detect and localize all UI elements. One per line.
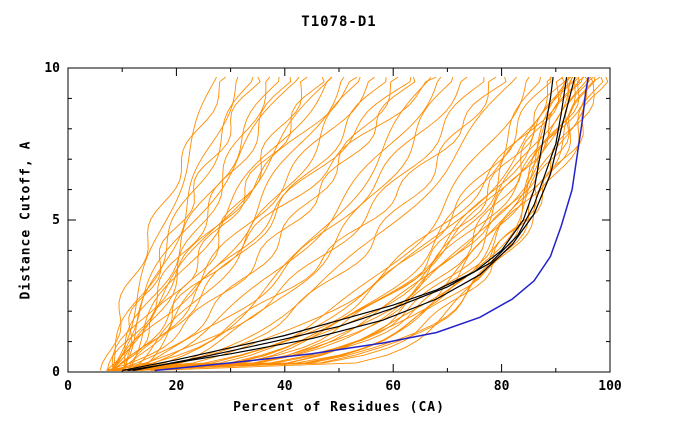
ensemble-curve: [124, 76, 594, 371]
x-tick-label: 20: [169, 379, 185, 394]
ensemble-curve: [106, 76, 416, 371]
ensemble-curve: [112, 77, 387, 371]
ensemble-curve: [111, 76, 217, 371]
highlighted-model-blue-curve: [154, 76, 590, 372]
ensemble-curve: [111, 76, 507, 371]
ensemble-curve: [106, 77, 485, 371]
ensemble-curve: [123, 76, 442, 371]
y-tick-label: 10: [44, 61, 60, 76]
ensemble-curve: [118, 76, 572, 371]
ensemble-curve: [114, 76, 399, 371]
ensemble-curve: [119, 76, 308, 371]
chart-title: T1078-D1: [301, 14, 377, 30]
y-tick-label: 5: [52, 213, 60, 228]
ensemble-curve: [123, 76, 517, 371]
ensemble-curve: [111, 76, 358, 371]
x-axis-label: Percent of Residues (CA): [233, 400, 445, 415]
y-tick-label: 0: [52, 365, 60, 380]
ensemble-curve: [124, 76, 271, 371]
ensemble-curve: [112, 76, 254, 371]
reference-model-black-3-curve: [127, 76, 576, 372]
ensemble-curve: [113, 76, 375, 371]
ensemble-curve: [112, 76, 300, 371]
y-axis-label: Distance Cutoff, A: [18, 140, 34, 300]
ensemble-curve: [127, 77, 412, 371]
ensemble-curve: [109, 76, 564, 371]
ensemble-curve: [117, 76, 574, 371]
ensemble-curve: [112, 76, 261, 371]
ensemble-curve: [130, 76, 601, 371]
x-tick-label: 60: [385, 379, 401, 394]
ensemble-curve: [106, 77, 291, 371]
ensemble-curve: [106, 76, 590, 371]
ensemble-curve: [134, 76, 573, 371]
reference-model-black-2-curve: [132, 77, 568, 372]
x-tick-label: 80: [494, 379, 510, 394]
ensemble-curve: [128, 76, 332, 371]
ensemble-curve: [139, 76, 345, 371]
x-tick-label: 100: [598, 379, 622, 394]
ensemble-curve: [99, 76, 226, 371]
ensemble-curve: [123, 76, 569, 371]
ensemble-curve: [119, 76, 497, 371]
ensemble-curve: [106, 76, 333, 371]
x-tick-label: 0: [64, 379, 72, 394]
ensemble-curve: [114, 76, 437, 371]
ensemble-curve: [113, 76, 553, 371]
ensemble-curve: [150, 76, 570, 371]
x-tick-label: 40: [277, 379, 293, 394]
ensemble-curve: [129, 76, 361, 371]
ensemble-curve: [134, 77, 596, 371]
ensemble-curve: [123, 77, 280, 371]
ensemble-curve: [112, 76, 577, 371]
ensemble-curve: [123, 76, 530, 371]
ensemble-curve: [124, 76, 468, 371]
